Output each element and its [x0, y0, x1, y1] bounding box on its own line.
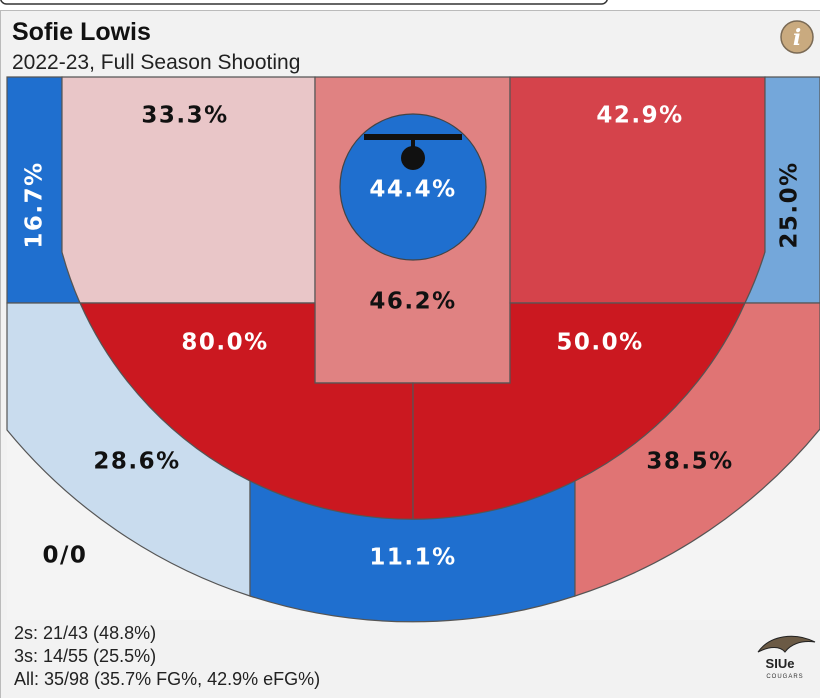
zone-label: 46.2% [369, 289, 456, 315]
team-logo: SIUe COUGARS [757, 635, 816, 680]
info-glyph[interactable]: i [793, 25, 801, 51]
info-button[interactable]: i [780, 20, 814, 54]
player-name: Sofie Lowis [12, 18, 151, 46]
rim [401, 146, 425, 170]
zone [574, 302, 820, 597]
zone-label: 38.5% [646, 449, 733, 475]
previous-panel [0, 0, 608, 5]
logo-cougar [757, 635, 816, 653]
zone-label: 50.0% [556, 330, 643, 356]
logo-subtext: COUGARS [766, 674, 803, 680]
subtitle: 2022-23, Full Season Shooting [12, 51, 300, 74]
zone-label: 33.3% [141, 103, 228, 129]
zone-labels: 0/0 16.7% 33.3% 46.2% 42.9% 25.0% 80.0% 50.0% 28… [22, 103, 803, 571]
zone [7, 429, 820, 623]
zone-label: 44.4% [369, 177, 456, 203]
logo-text: SIUe [766, 656, 795, 671]
stat-line: 2s: 21/43 (48.8%) [14, 623, 156, 643]
zone-label: 25.0% [777, 161, 803, 248]
stat-line: 3s: 14/55 (25.5%) [14, 646, 156, 666]
zone [744, 76, 820, 304]
zone-label: 11.1% [369, 545, 456, 571]
hoop: 44.4% [339, 113, 487, 261]
stat-line: All: 35/98 (35.7% FG%, 42.9% eFG%) [14, 669, 320, 689]
zone-label: 80.0% [181, 330, 268, 356]
zone-label: 0/0 [43, 543, 88, 569]
zone-label: 16.7% [22, 161, 48, 248]
zone-label: 42.9% [596, 103, 683, 129]
info-icon[interactable] [780, 20, 814, 54]
zone-label: 28.6% [93, 449, 180, 475]
zone [339, 113, 487, 261]
